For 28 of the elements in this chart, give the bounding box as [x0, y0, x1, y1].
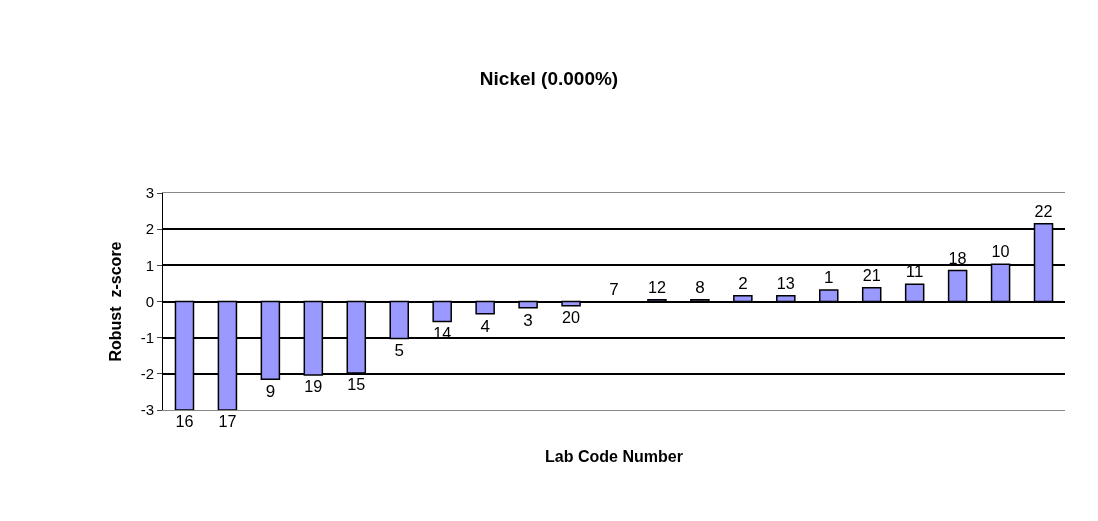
y-tick-label: 0 [145, 292, 154, 310]
x-tick-label: 16 [175, 412, 194, 431]
x-tick-label: 10 [991, 242, 1010, 261]
chart-title: Nickel (0.000%) [479, 67, 619, 89]
x-tick-label: 4 [480, 316, 490, 336]
x-axis-title: Lab Code Number [545, 447, 683, 465]
x-tick-label: 1 [824, 267, 834, 287]
x-tick-label: 8 [695, 277, 705, 297]
x-tick-label: 5 [394, 341, 404, 361]
x-tick-label: 2 [738, 273, 748, 293]
y-tick-label: 2 [145, 220, 154, 238]
y-tick-label: -3 [140, 401, 154, 419]
x-tick-label: 21 [862, 265, 881, 284]
x-tick-label: 12 [647, 277, 666, 296]
x-tick-label: 9 [265, 382, 276, 402]
x-tick-label: 3 [523, 310, 533, 330]
y-tick-label: -1 [140, 328, 154, 346]
x-tick-label: 13 [776, 273, 795, 292]
y-tick-label: 3 [145, 184, 154, 202]
x-tick-label: 19 [304, 377, 323, 396]
x-tick-label: 7 [609, 279, 619, 299]
y-tick-label: -2 [140, 365, 154, 383]
x-tick-label: 20 [562, 308, 581, 327]
y-axis-title: Robust z-score [106, 241, 124, 362]
x-tick-label: 17 [218, 412, 237, 431]
x-tick-label: 15 [347, 375, 366, 394]
x-tick-label: 22 [1034, 201, 1053, 220]
x-tick-label: 18 [948, 248, 967, 267]
